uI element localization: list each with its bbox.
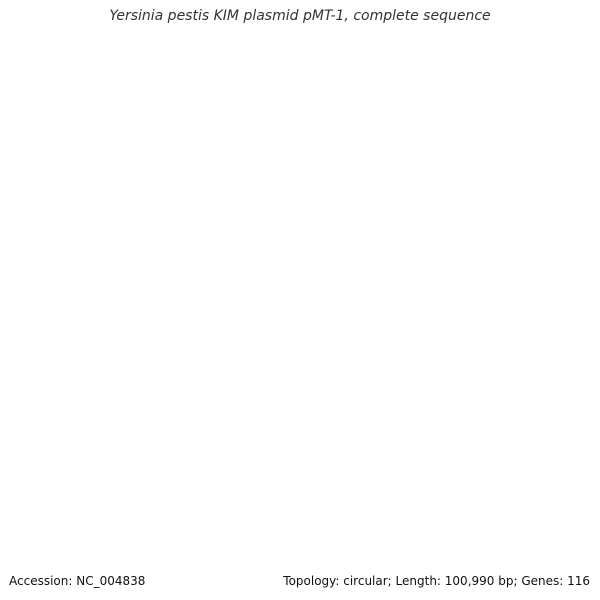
map-title: Yersinia pestis KIM plasmid pMT-1, compl… (109, 8, 491, 24)
sequence-stats-text: Topology: circular; Length: 100,990 bp; … (283, 574, 590, 588)
accession-text: Accession: NC_004838 (9, 574, 146, 588)
